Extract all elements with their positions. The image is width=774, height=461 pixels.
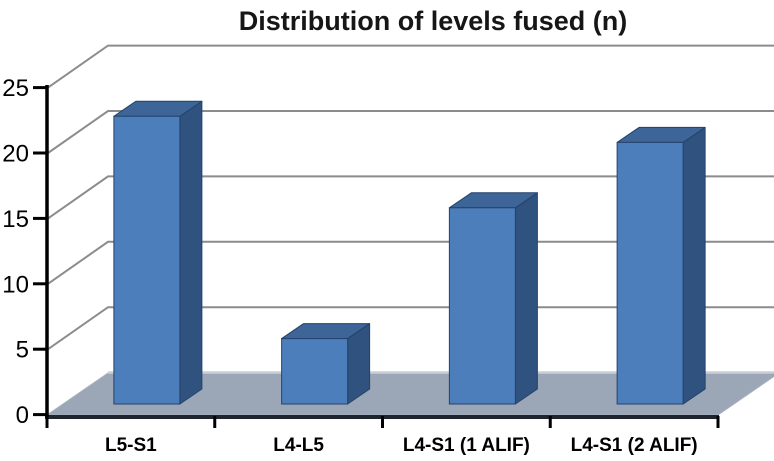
- gridline-25: [47, 44, 774, 89]
- category-label-2: L4-L5: [273, 435, 324, 456]
- bar-front-face: [281, 338, 349, 405]
- gridline-10: [47, 240, 774, 285]
- y-axis-labels: 0 5 10 15 20 25: [2, 75, 29, 429]
- y-tick-label-20: 20: [2, 141, 29, 168]
- category-label-3: L4-S1 (1 ALIF): [403, 435, 530, 456]
- bar-l5-s1: [113, 100, 203, 405]
- bar-side-face: [682, 126, 706, 405]
- bar-front-face: [113, 115, 181, 405]
- gridline-20: [47, 110, 774, 154]
- y-tick-label-5: 5: [16, 337, 29, 364]
- chart-title: Distribution of levels fused (n): [239, 6, 628, 36]
- bars: [113, 100, 706, 405]
- y-tick-label-15: 15: [2, 206, 29, 233]
- category-label-4: L4-S1 (2 ALIF): [571, 435, 698, 456]
- bar-front-face: [616, 141, 684, 405]
- bar-l4-s1-2-alif: [616, 126, 706, 405]
- y-tick-label-0: 0: [16, 402, 29, 429]
- category-label-1: L5-S1: [105, 435, 157, 456]
- axes: [33, 85, 720, 428]
- bar-l4-l5: [281, 323, 371, 405]
- category-labels: L5-S1 L4-L5 L4-S1 (1 ALIF) L4-S1 (2 ALIF): [105, 435, 698, 456]
- gridline-15: [47, 175, 774, 220]
- bar-front-face: [448, 207, 516, 405]
- gridlines: [47, 44, 774, 351]
- bar-side-face: [514, 192, 538, 405]
- y-tick-label-10: 10: [2, 271, 29, 298]
- bar-l4-s1-1-alif: [448, 192, 538, 405]
- y-tick-label-25: 25: [2, 75, 29, 102]
- bar-side-face: [179, 100, 203, 405]
- gridline-5: [47, 306, 774, 351]
